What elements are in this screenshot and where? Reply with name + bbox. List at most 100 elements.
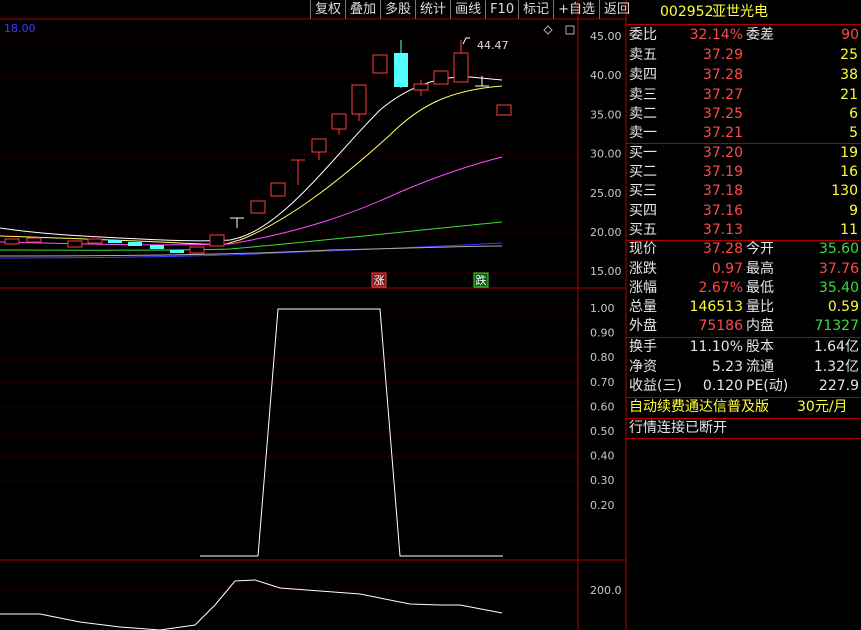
row-label: 总量 [629,298,657,315]
row-value: 32.14% [689,26,743,43]
axis-label: 30.00 [590,148,622,161]
signal-line [257,308,503,557]
row-volume: 5 [849,124,858,141]
row-volume: 130 [831,182,858,199]
row-label: 卖一 [629,124,657,141]
toolbar-button[interactable]: 统计 [415,0,450,19]
row-label: 买一 [629,144,657,161]
row-volume: 9 [849,202,858,219]
axis-label: 0.40 [590,450,615,463]
stock-name: 亚世光电 [712,3,768,20]
toolbar-button[interactable]: +自选 [553,0,599,19]
separator [626,397,861,398]
candles [4,37,512,254]
row-label: 今开 [746,240,774,257]
row-volume: 38 [840,66,858,83]
status: 行情连接已断开 [629,419,727,436]
row-label: 买五 [629,221,657,238]
row-label: 流通 [746,358,774,375]
toolbar-button[interactable]: 叠加 [345,0,380,19]
rise-tag: 涨 [374,274,385,287]
price-tag: 30元/月 [797,398,848,415]
indicator-line [0,579,503,630]
axis-label: 20.00 [590,226,622,239]
toolbar: 复权 叠加 多股 统计 画线 F10 标记 +自选 返回 [310,0,634,19]
toolbar-button[interactable]: 标记 [518,0,553,19]
row-label: 卖四 [629,66,657,83]
row-volume: 25 [840,46,858,63]
row-value: 37.28 [702,66,743,83]
row-label: 量比 [746,298,774,315]
row-label: 委比 [629,26,657,43]
separator [626,240,861,241]
row-label: 涨幅 [629,279,657,296]
row-value: 37.13 [702,221,743,238]
axis-label: 0.20 [590,499,615,512]
axis-label: 200.0 [590,584,622,597]
ma-lines [0,76,503,259]
row-label: 股本 [746,338,774,355]
row-value: 37.19 [702,163,743,180]
separator [626,418,861,419]
toolbar-button[interactable]: 多股 [380,0,415,19]
separator [626,337,861,338]
row-label: 最高 [746,260,774,277]
row-value: 75186 [698,317,743,334]
toolbar-button[interactable]: F10 [485,0,518,19]
axis-label: 0.60 [590,400,615,413]
stock-code: 002952 [660,3,714,20]
row-label: 现价 [629,240,657,257]
axis-label: 0.80 [590,351,615,364]
axis-label: 0.30 [590,474,615,487]
toolbar-button[interactable]: 复权 [310,0,345,19]
chart-icons[interactable] [543,25,575,35]
row-value: 35.60 [818,240,859,257]
fall-tag-box [473,272,489,288]
fall-tag: 跌 [476,273,487,287]
row-value: 35.40 [818,279,859,296]
row-volume: 19 [840,144,858,161]
row-label: PE(动) [746,377,789,394]
corner-value: 18.00 [4,22,36,35]
row-label: 换手 [629,338,657,355]
row-value: 146513 [689,298,743,315]
row-label: 外盘 [629,317,657,334]
row-value: 37.18 [702,182,743,199]
row-value: 0.120 [702,377,743,394]
row-value: 37.76 [818,260,859,277]
separator [626,438,861,439]
rise-tag-box [371,272,387,288]
row-value: 37.16 [702,202,743,219]
row-volume: 11 [840,221,858,238]
axis-label: 15.00 [590,265,622,278]
row-value: 1.32亿 [813,358,859,375]
row-label: 卖二 [629,105,657,122]
row-volume: 21 [840,86,858,103]
row-label: 最低 [746,279,774,296]
axis-label: 0.90 [590,327,615,340]
row-label: 收益(三) [629,377,682,394]
row-value: 227.9 [818,377,859,394]
high-label: 44.47 [477,39,509,52]
row-value: 90 [841,26,859,43]
promo: 自动续费通达信普及版 [629,398,769,415]
row-volume: 16 [840,163,858,180]
axis-label: 0.50 [590,425,615,438]
toolbar-button[interactable]: 画线 [450,0,485,19]
row-value: 2.67% [698,279,743,296]
row-value: 37.20 [702,144,743,161]
row-label: 买四 [629,202,657,219]
separator [626,143,861,144]
row-label: 买三 [629,182,657,199]
row-value: 37.25 [702,105,743,122]
row-value: 37.29 [702,46,743,63]
row-label: 卖三 [629,86,657,103]
row-label: 买二 [629,163,657,180]
row-value: 37.28 [702,240,743,257]
row-value: 5.23 [711,358,743,375]
row-label: 净资 [629,358,657,375]
row-label: 委差 [746,26,774,43]
toolbar-button[interactable]: 返回 [599,0,634,19]
